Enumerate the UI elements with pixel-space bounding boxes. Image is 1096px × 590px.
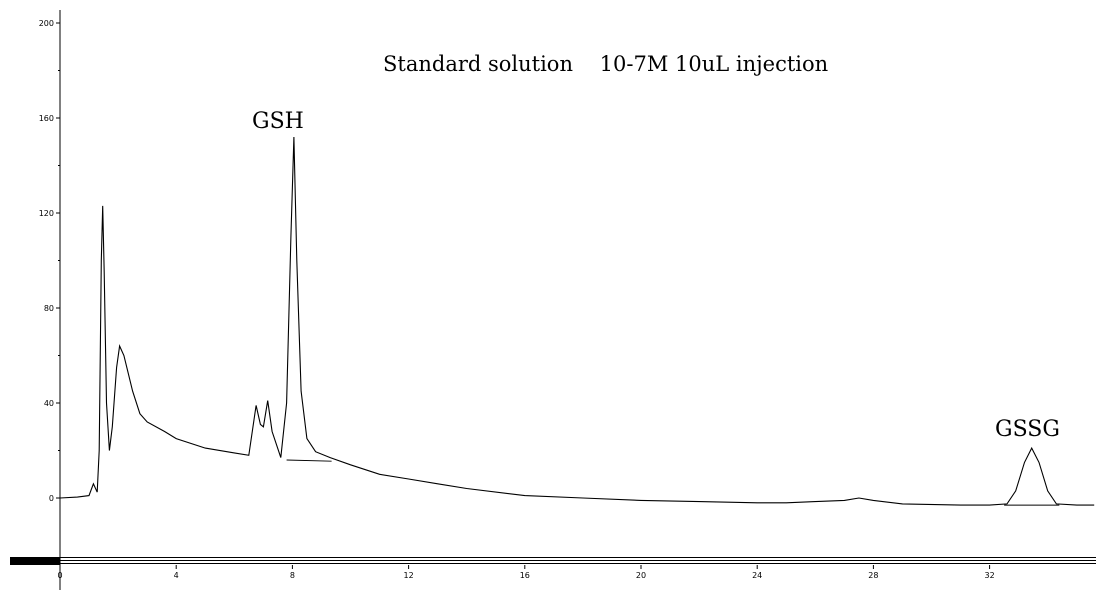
y-tick-label: 0 — [49, 494, 54, 503]
peak-baselines — [286, 459, 1060, 506]
annotation-gssg: GSSG — [995, 417, 1060, 442]
y-tick-label: 80 — [44, 304, 54, 313]
x-tick-label: 16 — [520, 571, 530, 580]
y-tick-label: 40 — [44, 399, 54, 408]
baseline-segment — [286, 459, 332, 462]
y-axis-ticks: 0 40 80 120 160 200 — [39, 19, 60, 503]
x-tick-label: 12 — [404, 571, 414, 580]
x-tick-label: 0 — [57, 571, 62, 580]
x-tick-label: 20 — [636, 571, 646, 580]
x-tick-label: 24 — [752, 571, 762, 580]
x-tick-label: 32 — [985, 571, 995, 580]
x-axis-ticks: 0 4 8 12 16 20 24 28 32 — [57, 565, 995, 580]
chart-title: Standard solution 10-7M 10uL injection — [383, 52, 828, 76]
annotation-gsh: GSH — [252, 109, 304, 134]
x-tick-label: 28 — [868, 571, 878, 580]
x-tick-label: 8 — [290, 571, 295, 580]
chromatogram-trace — [59, 136, 1095, 506]
x-tick-label: 4 — [174, 571, 179, 580]
y-tick-label: 120 — [39, 209, 54, 218]
y-tick-label: 200 — [39, 19, 54, 28]
y-tick-label: 160 — [39, 114, 54, 123]
